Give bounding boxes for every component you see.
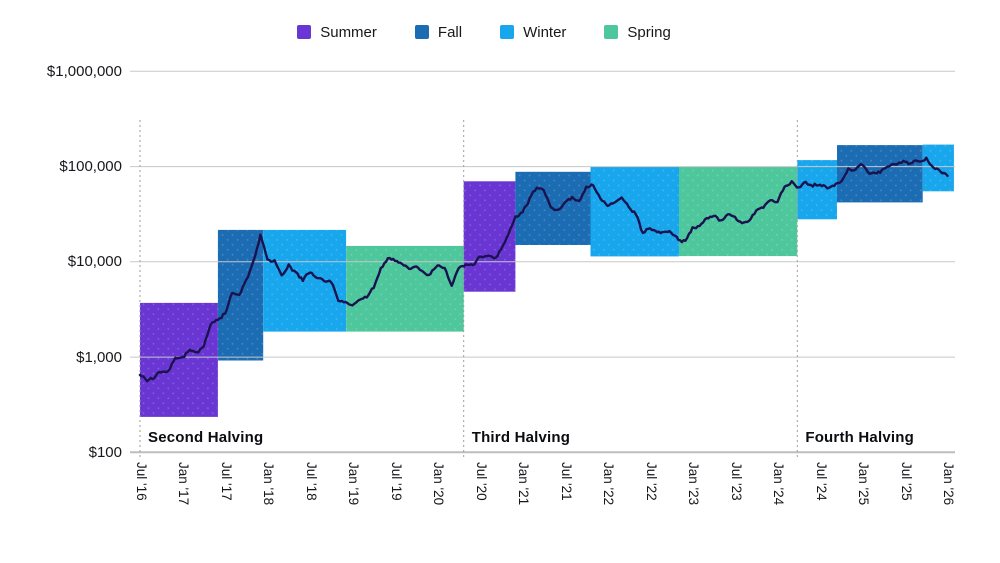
y-tick-label: $100,000 — [59, 158, 122, 176]
price-line-layer — [138, 156, 949, 383]
x-tick-label: Jan '23 — [686, 462, 702, 506]
y-tick-label: $1,000 — [76, 348, 122, 366]
x-tick-label: Jan '21 — [516, 462, 532, 506]
x-tick-label: Jan '20 — [431, 462, 447, 506]
halving-label: Fourth Halving — [805, 429, 914, 446]
legend: Summer Fall Winter Spring — [0, 22, 984, 42]
x-tick-label: Jul '17 — [218, 462, 234, 501]
legend-label: Fall — [437, 23, 463, 41]
x-tick-label: Jan '22 — [601, 462, 617, 506]
y-tick-label: $1,000,000 — [46, 62, 122, 80]
season-box-winter-texture — [263, 229, 347, 332]
y-tick-label: $100 — [88, 443, 122, 461]
legend-item-fall: Fall — [414, 23, 463, 41]
season-box-summer-texture — [140, 302, 218, 417]
x-tick-label: Jan '17 — [176, 462, 192, 506]
y-tick-label: $10,000 — [67, 253, 122, 271]
x-tick-label: Jan '26 — [941, 462, 957, 506]
x-tick-label: Jan '18 — [261, 462, 277, 506]
season-box-spring-texture — [346, 245, 464, 332]
legend-item-winter: Winter — [500, 25, 566, 40]
x-tick-label: Jul '25 — [898, 462, 914, 501]
x-tick-label: Jan '19 — [346, 462, 362, 506]
x-tick-label: Jul '24 — [813, 462, 829, 501]
x-tick-label: Jul '16 — [134, 462, 149, 501]
legend-swatch-winter — [500, 25, 515, 39]
season-box-spring-texture — [679, 167, 798, 257]
season-box-winter-texture — [797, 160, 837, 220]
x-tick-label: Jan '24 — [771, 462, 787, 506]
x-tick-label: Jul '21 — [558, 462, 574, 501]
halving-label: Second Halving — [148, 429, 264, 446]
gridlines-layer — [130, 70, 955, 454]
x-tick-label: Jul '22 — [643, 462, 659, 501]
legend-swatch-spring — [604, 25, 619, 39]
legend-item-spring: Spring — [604, 23, 671, 41]
x-tick-label: Jul '20 — [473, 462, 489, 501]
x-tick-label: Jul '18 — [303, 462, 319, 501]
legend-swatch-fall — [414, 25, 429, 39]
legend-label: Summer — [320, 23, 377, 41]
season-boxes-layer — [140, 144, 954, 417]
halving-label: Third Halving — [471, 429, 571, 446]
legend-swatch-summer — [297, 25, 312, 39]
legend-label: Spring — [627, 23, 671, 41]
x-tick-label: Jan '25 — [856, 462, 872, 506]
legend-label: Winter — [523, 23, 567, 41]
halving-dividers-layer — [139, 120, 798, 458]
legend-item-summer: Summer — [297, 25, 377, 40]
x-tick-label: Jul '23 — [728, 462, 744, 501]
x-tick-label: Jul '19 — [388, 462, 404, 501]
price-line — [138, 156, 949, 383]
